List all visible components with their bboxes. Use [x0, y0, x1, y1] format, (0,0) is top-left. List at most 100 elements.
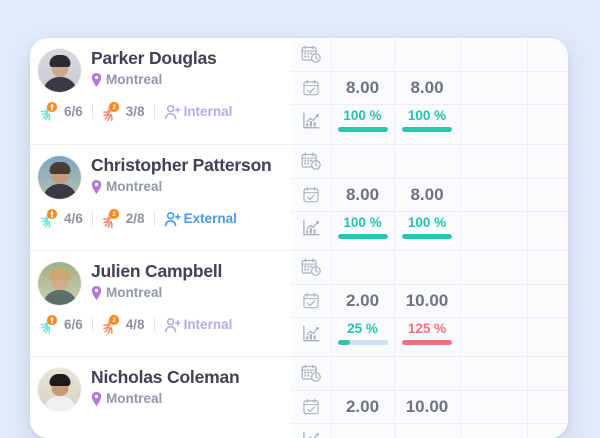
- completion-cell[interactable]: 25 %: [331, 317, 394, 350]
- planning-cell[interactable]: [527, 178, 568, 211]
- employee-row[interactable]: Parker Douglas Montreal: [30, 38, 568, 144]
- planning-cell[interactable]: [527, 390, 568, 423]
- planning-cell[interactable]: [527, 145, 568, 178]
- grid-column-divider: [527, 251, 528, 356]
- planning-cell[interactable]: [331, 38, 394, 71]
- completion-cell[interactable]: [460, 104, 527, 137]
- completion-cell[interactable]: 125 %: [394, 317, 460, 350]
- map-pin-icon: [91, 392, 102, 406]
- employee-row[interactable]: Julien Campbell Montreal: [30, 250, 568, 356]
- employee-identity[interactable]: Christopher Patterson Montreal: [38, 154, 281, 199]
- planning-cell[interactable]: 8.00: [331, 178, 394, 211]
- planning-cell[interactable]: [460, 71, 527, 104]
- completion-cell[interactable]: 100 %: [331, 104, 394, 137]
- planning-cell[interactable]: [331, 251, 394, 284]
- svg-text:2: 2: [112, 104, 116, 111]
- planning-cell[interactable]: [460, 251, 527, 284]
- planning-cell[interactable]: [331, 145, 394, 178]
- grid-column-divider: [331, 251, 332, 356]
- planning-value: 2.00: [345, 290, 380, 310]
- planning-cell[interactable]: [394, 145, 460, 178]
- skills-metric[interactable]: 6/6: [40, 101, 83, 122]
- map-pin-icon: [91, 73, 102, 87]
- planning-subrow: 8.00 8.00: [291, 71, 568, 104]
- completion-cell[interactable]: 100 %: [394, 211, 460, 244]
- metric-divider: [91, 104, 93, 119]
- employee-type[interactable]: Internal: [164, 317, 232, 333]
- planning-cell[interactable]: 10.00: [394, 390, 460, 423]
- awards-metric[interactable]: 2 3/8: [102, 101, 145, 122]
- planning-cell[interactable]: 8.00: [394, 71, 460, 104]
- completion-cell[interactable]: [527, 211, 568, 244]
- planning-cell[interactable]: 8.00: [331, 71, 394, 104]
- planning-cell[interactable]: [460, 284, 527, 317]
- employee-info: Christopher Patterson Montreal: [30, 145, 291, 250]
- grid-column-divider: [527, 38, 528, 144]
- grid-lines: [291, 38, 568, 144]
- planning-subrow: 2.00 10.00: [291, 284, 568, 317]
- grid-column-divider: [460, 357, 461, 438]
- avatar[interactable]: [38, 262, 81, 305]
- grid-column-divider: [460, 251, 461, 356]
- user-add-icon: [164, 104, 181, 120]
- grid-column-divider: [527, 145, 528, 250]
- completion-cell[interactable]: 100 %: [394, 104, 460, 137]
- planning-cell[interactable]: [460, 357, 527, 390]
- planning-cell[interactable]: [331, 357, 394, 390]
- employee-location-label: Montreal: [106, 72, 163, 87]
- planning-cell[interactable]: [527, 38, 568, 71]
- planning-cell[interactable]: [460, 145, 527, 178]
- grid-row-divider: [291, 104, 568, 105]
- planning-cell[interactable]: [460, 178, 527, 211]
- employee-row[interactable]: Christopher Patterson Montreal: [30, 144, 568, 250]
- employee-identity[interactable]: Parker Douglas Montreal: [38, 47, 281, 92]
- calendar-clock-icon: [291, 357, 331, 390]
- planning-cell[interactable]: [460, 38, 527, 71]
- planning-cell[interactable]: 10.00: [394, 284, 460, 317]
- avatar[interactable]: [38, 49, 81, 92]
- awards-metric[interactable]: 2 4/8: [102, 314, 145, 335]
- planning-cell[interactable]: [394, 357, 460, 390]
- planning-cell[interactable]: 2.00: [331, 284, 394, 317]
- planning-value: 2.00: [345, 396, 380, 416]
- planning-cell[interactable]: [460, 390, 527, 423]
- completion-cell[interactable]: [527, 104, 568, 137]
- planning-cell[interactable]: [527, 71, 568, 104]
- planning-cell[interactable]: [394, 251, 460, 284]
- planning-cell[interactable]: [394, 38, 460, 71]
- avatar[interactable]: [38, 156, 81, 199]
- planning-cell[interactable]: 2.00: [331, 390, 394, 423]
- completion-cell[interactable]: [460, 211, 527, 244]
- grid-row-divider: [291, 178, 568, 179]
- skills-metric[interactable]: 6/6: [40, 314, 83, 335]
- grid-column-divider: [331, 145, 332, 250]
- grid-row-divider: [291, 390, 568, 391]
- avatar[interactable]: [38, 368, 81, 411]
- grid-column-divider: [460, 145, 461, 250]
- planning-cell[interactable]: 8.00: [394, 178, 460, 211]
- employee-type[interactable]: Internal: [164, 104, 232, 120]
- calendar-clock-icon: [291, 145, 331, 178]
- planning-cell[interactable]: [527, 251, 568, 284]
- employee-identity[interactable]: Julien Campbell Montreal: [38, 260, 281, 305]
- planning-cell[interactable]: [527, 357, 568, 390]
- planning-cell[interactable]: [527, 284, 568, 317]
- metric-divider: [91, 317, 93, 332]
- bar-chart-icon: [291, 211, 331, 244]
- awards-metric[interactable]: 2 2/8: [102, 208, 145, 229]
- employee-location: Montreal: [91, 180, 272, 194]
- employee-location-label: Montreal: [106, 179, 163, 194]
- employee-type[interactable]: External: [164, 211, 237, 227]
- employee-row[interactable]: Nicholas Coleman Montreal 2.00 10.00: [30, 356, 568, 438]
- completion-cell[interactable]: [527, 317, 568, 350]
- planning-subrow: 100 % 100 %: [291, 104, 568, 137]
- completion-cell[interactable]: 100 %: [331, 211, 394, 244]
- planning-subrow: [291, 38, 568, 71]
- skills-badge-icon: [40, 314, 61, 335]
- employee-identity[interactable]: Nicholas Coleman Montreal: [38, 366, 281, 411]
- calendar-clock-icon: [291, 38, 331, 71]
- grid-column-divider: [331, 38, 332, 144]
- skills-value: 6/6: [64, 316, 83, 332]
- skills-metric[interactable]: 4/6: [40, 208, 83, 229]
- completion-cell[interactable]: [460, 317, 527, 350]
